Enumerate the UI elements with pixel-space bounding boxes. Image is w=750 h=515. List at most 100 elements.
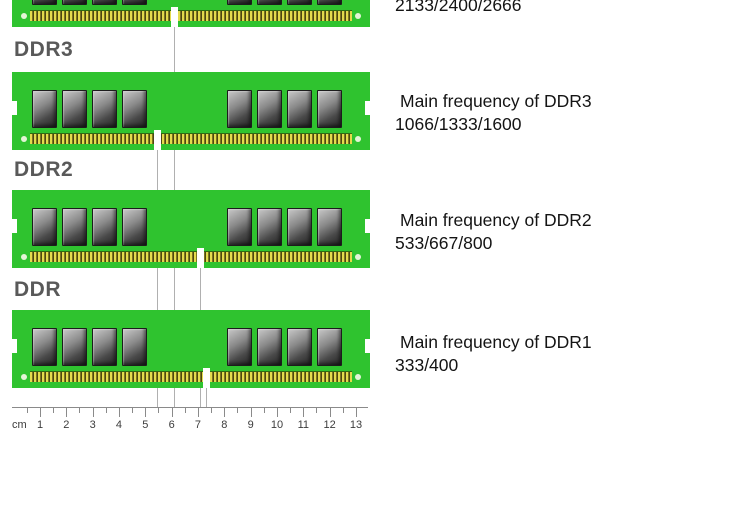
ruler-tick-major: [92, 408, 94, 417]
edge-notch: [365, 339, 370, 353]
key-notch: [171, 7, 178, 27]
mounting-hole: [355, 374, 361, 380]
memory-chip: [317, 328, 342, 366]
gold-pins-strip: [30, 371, 352, 382]
ruler-tick-minor: [158, 408, 160, 413]
memory-chip: [32, 90, 57, 128]
ruler-tick-minor: [184, 408, 186, 413]
mounting-hole: [21, 136, 27, 142]
ruler-tick-major: [250, 408, 252, 417]
ruler-number: 13: [349, 419, 363, 431]
memory-chip: [62, 90, 87, 128]
ruler-number: 4: [115, 419, 123, 431]
memory-chip: [32, 208, 57, 246]
ruler-number: 7: [194, 419, 202, 431]
freq-text-ddr2: Main frequency of DDR2 533/667/800: [395, 209, 725, 255]
ruler-tick-minor: [211, 408, 213, 413]
ruler-tick-minor: [316, 408, 318, 413]
ruler-number: 1: [36, 419, 44, 431]
memory-chip: [257, 208, 282, 246]
ruler-tick-major: [303, 408, 305, 417]
ruler-unit-label: cm: [12, 419, 27, 431]
ram-module-ddr2: [12, 190, 370, 268]
edge-notch: [12, 339, 17, 353]
edge-notch: [365, 219, 370, 233]
ruler-number: 9: [247, 419, 254, 431]
section-label-ddr1: DDR: [14, 278, 61, 301]
ruler-number: 11: [297, 419, 309, 431]
memory-chip: [122, 90, 147, 128]
freq-title: Main frequency of DDR1: [400, 332, 592, 352]
section-label-ddr3: DDR3: [14, 38, 74, 61]
mounting-hole: [355, 136, 361, 142]
freq-text-ddr3: Main frequency of DDR3 1066/1333/1600: [395, 90, 725, 136]
ruler-tick-major: [355, 408, 357, 417]
freq-text-ddr4: 2133/2400/2666: [395, 0, 725, 17]
ruler-tick-minor: [263, 408, 265, 413]
memory-chip: [92, 90, 117, 128]
memory-chip: [257, 0, 282, 5]
ruler-number: 10: [270, 419, 284, 431]
memory-chip: [92, 0, 117, 5]
ram-module-ddr1: [12, 310, 370, 388]
memory-chip: [62, 208, 87, 246]
memory-chip: [287, 90, 312, 128]
ruler-number: 12: [323, 419, 336, 431]
ruler-number: 5: [142, 419, 149, 431]
ruler-tick-minor: [342, 408, 344, 413]
memory-chip: [32, 328, 57, 366]
memory-chip: [62, 328, 87, 366]
ruler: cm 1 2 3 4 5 6 7 8 9 10 11 12 13: [12, 407, 368, 438]
memory-chip: [287, 328, 312, 366]
freq-title: Main frequency of DDR2: [400, 210, 592, 230]
memory-chip: [32, 0, 57, 5]
mounting-hole: [355, 13, 361, 19]
gold-pins-strip: [30, 251, 352, 262]
gold-pins-strip: [30, 133, 352, 144]
ruler-number: 6: [168, 419, 175, 431]
mounting-hole: [21, 374, 27, 380]
freq-values: 2133/2400/2666: [395, 0, 522, 15]
memory-chip: [317, 0, 342, 5]
ram-module-ddr3: [12, 72, 370, 150]
edge-notch: [12, 101, 17, 115]
gold-pins-strip: [30, 10, 352, 21]
ruler-number: 8: [221, 419, 228, 431]
memory-chip: [317, 208, 342, 246]
ruler-tick-minor: [26, 408, 28, 413]
ruler-tick-major: [224, 408, 226, 417]
memory-chip: [122, 0, 147, 5]
memory-chip: [227, 0, 252, 5]
ruler-tick-major: [118, 408, 120, 417]
memory-chip: [287, 208, 312, 246]
freq-text-ddr1: Main frequency of DDR1 333/400: [395, 331, 725, 377]
memory-chip: [92, 208, 117, 246]
ruler-tick-minor: [237, 408, 239, 413]
memory-chip: [257, 90, 282, 128]
ruler-tick-major: [145, 408, 147, 417]
memory-chip: [317, 90, 342, 128]
notch-guide-line-ddr3: [157, 150, 158, 408]
ruler-tick-minor: [132, 408, 134, 413]
freq-values: 1066/1333/1600: [395, 114, 522, 134]
ruler-tick-major: [197, 408, 199, 417]
ruler-tick-minor: [105, 408, 107, 413]
key-notch: [203, 368, 210, 388]
freq-title: Main frequency of DDR3: [400, 91, 592, 111]
ruler-tick-major: [329, 408, 331, 417]
ruler-tick-major: [171, 408, 173, 417]
mounting-hole: [355, 254, 361, 260]
memory-chip: [227, 90, 252, 128]
memory-chip: [122, 208, 147, 246]
ruler-tick-major: [66, 408, 68, 417]
edge-notch: [365, 101, 370, 115]
memory-chip: [287, 0, 312, 5]
notch-guide-line-ddr1: [206, 388, 207, 408]
memory-chip: [227, 208, 252, 246]
ruler-number: 2: [63, 419, 70, 431]
memory-chip: [227, 328, 252, 366]
ruler-tick-minor: [290, 408, 292, 413]
key-notch: [197, 248, 204, 268]
memory-chip: [122, 328, 147, 366]
